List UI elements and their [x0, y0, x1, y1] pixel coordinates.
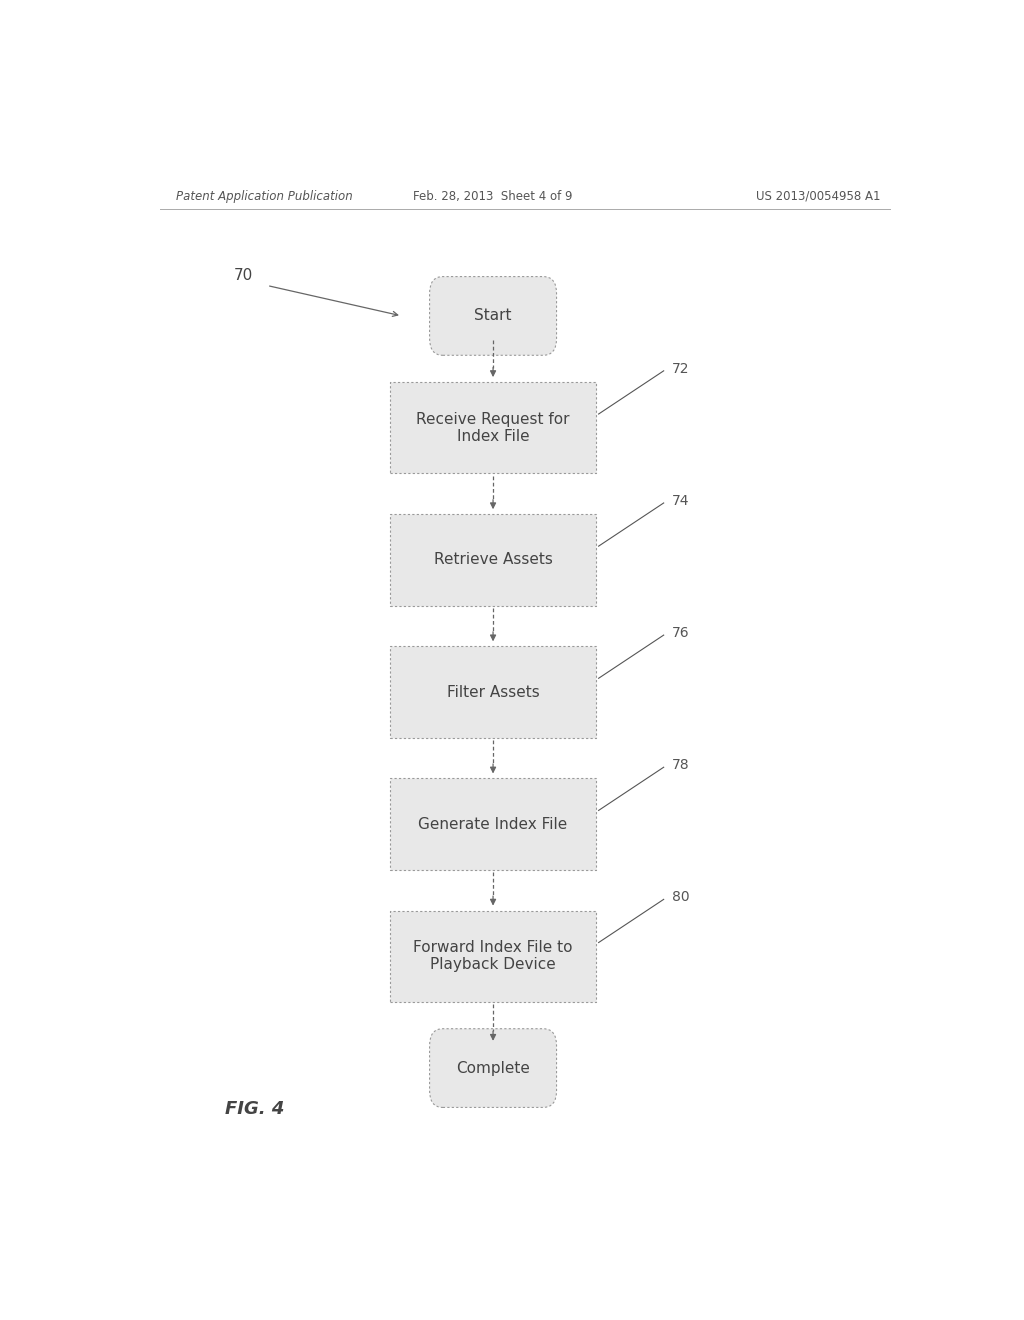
FancyBboxPatch shape: [430, 1028, 557, 1107]
FancyBboxPatch shape: [390, 911, 596, 1002]
Text: Start: Start: [474, 309, 512, 323]
Text: Patent Application Publication: Patent Application Publication: [176, 190, 352, 202]
Text: 72: 72: [672, 362, 689, 376]
Text: 78: 78: [672, 758, 689, 772]
Text: 80: 80: [672, 890, 689, 904]
Text: US 2013/0054958 A1: US 2013/0054958 A1: [756, 190, 881, 202]
Text: Complete: Complete: [456, 1060, 530, 1076]
FancyBboxPatch shape: [390, 515, 596, 606]
FancyBboxPatch shape: [390, 381, 596, 474]
Text: Forward Index File to
Playback Device: Forward Index File to Playback Device: [414, 940, 572, 973]
Text: Generate Index File: Generate Index File: [419, 817, 567, 832]
FancyBboxPatch shape: [390, 779, 596, 870]
Text: FIG. 4: FIG. 4: [225, 1100, 285, 1118]
Text: Retrieve Assets: Retrieve Assets: [433, 552, 553, 568]
Text: Receive Request for
Index File: Receive Request for Index File: [417, 412, 569, 444]
FancyBboxPatch shape: [430, 277, 557, 355]
Text: Feb. 28, 2013  Sheet 4 of 9: Feb. 28, 2013 Sheet 4 of 9: [414, 190, 572, 202]
Text: Filter Assets: Filter Assets: [446, 685, 540, 700]
Text: 70: 70: [233, 268, 253, 282]
Text: 76: 76: [672, 626, 689, 640]
FancyBboxPatch shape: [390, 647, 596, 738]
Text: 74: 74: [672, 494, 689, 508]
